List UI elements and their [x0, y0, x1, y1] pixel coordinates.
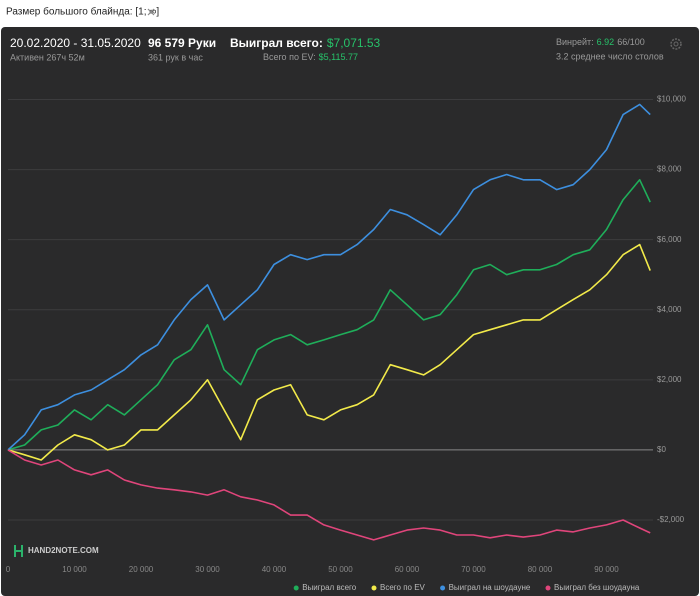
ev-total: Всего по EV: $5,115.77 [263, 52, 358, 62]
y-tick-label: $0 [657, 445, 666, 454]
date-range: 20.02.2020 - 31.05.2020 [10, 36, 141, 50]
hands-per-hour: 361 рук в час [148, 52, 203, 62]
active-time: Активен 267ч 52м [10, 52, 85, 62]
won-total: Выиграл всего: $7,071.53 [230, 36, 381, 50]
tab-bar [0, 0, 700, 26]
x-tick-label: 70 000 [461, 565, 486, 574]
y-tick-label: $4,000 [657, 305, 682, 314]
x-tick-label: 80 000 [528, 565, 553, 574]
legend-swatch [371, 585, 377, 591]
x-tick-label: 90 000 [594, 565, 619, 574]
winrate-label: Винрейт: [556, 37, 594, 47]
legend-swatch [293, 585, 299, 591]
tables: 3.2 среднее число столов [556, 51, 664, 61]
hands: 96 579 Руки [148, 36, 216, 50]
ev-value: $5,115.77 [319, 52, 358, 62]
legend-item[interactable]: Выиграл на шоудауне [440, 583, 531, 592]
legend-item[interactable]: Всего по EV [371, 583, 426, 592]
y-tick-label: -$2,000 [657, 515, 685, 524]
x-tick-label: 60 000 [395, 565, 420, 574]
tab-close[interactable] [147, 8, 155, 16]
series-line [7, 243, 651, 461]
won-total-value: $7,071.53 [327, 36, 381, 50]
x-tick-label: 10 000 [62, 565, 87, 574]
y-tick-label: $10,000 [657, 95, 686, 104]
logo [14, 545, 23, 557]
x-tick-label: 50 000 [328, 565, 353, 574]
series-line [7, 179, 651, 451]
watermark: HAND2NOTE.COM [28, 546, 99, 555]
legend-swatch [440, 585, 446, 591]
tab-label[interactable]: Размер большого блайнда: [1; ∞] [6, 6, 159, 18]
legend-label: Выиграл без шоудауна [554, 583, 640, 592]
legend-item[interactable]: Выиграл всего [293, 583, 357, 592]
winrate-rest: 66/100 [617, 37, 645, 47]
series-line [7, 449, 651, 541]
panel [1, 27, 699, 596]
y-tick-label: $2,000 [657, 375, 682, 384]
legend-label: Всего по EV [380, 583, 426, 592]
legend-label: Выиграл на шоудауне [449, 583, 531, 592]
x-tick-label: 40 000 [262, 565, 287, 574]
settings-icon[interactable] [670, 38, 682, 50]
series-line [7, 103, 651, 451]
x-tick-label: 0 [6, 565, 11, 574]
y-tick-label: $6,000 [657, 235, 682, 244]
x-tick-label: 30 000 [195, 565, 220, 574]
legend-item[interactable]: Выиграл без шоудауна [545, 583, 640, 592]
legend-swatch [545, 585, 551, 591]
legend-label: Выиграл всего [302, 583, 357, 592]
won-total-label: Выиграл всего: [230, 36, 323, 50]
ev-label: Всего по EV: [263, 52, 316, 62]
winrate-value: 6.92 [597, 37, 615, 47]
y-tick-label: $8,000 [657, 165, 682, 174]
winrate: Винрейт: 6.92 66/100 [556, 37, 645, 47]
x-tick-label: 20 000 [129, 565, 154, 574]
